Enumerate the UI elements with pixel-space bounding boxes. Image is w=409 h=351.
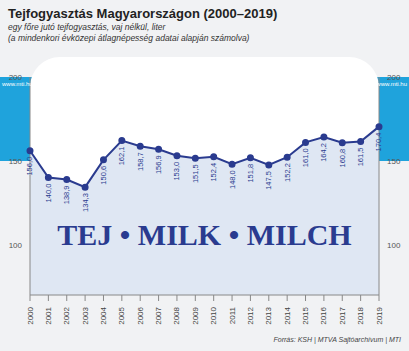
svg-text:156,9: 156,9 — [154, 155, 163, 174]
svg-text:100: 100 — [387, 241, 401, 250]
svg-text:2010: 2010 — [209, 306, 218, 324]
html-text:TEJ • MILK • MILCH: TEJ • MILK • MILCH — [57, 218, 352, 251]
svg-text:140,0: 140,0 — [44, 184, 53, 203]
svg-text:150,6: 150,6 — [99, 166, 108, 185]
svg-text:151,8: 151,8 — [246, 164, 255, 183]
svg-text:134,3: 134,3 — [81, 193, 90, 212]
svg-text:2016: 2016 — [319, 306, 328, 324]
svg-text:170,4: 170,4 — [375, 133, 384, 152]
svg-text:2014: 2014 — [283, 306, 292, 324]
svg-text:2017: 2017 — [338, 306, 347, 324]
svg-text:2008: 2008 — [172, 306, 181, 324]
svg-text:2004: 2004 — [99, 306, 108, 324]
svg-text:153,0: 153,0 — [172, 162, 181, 181]
svg-text:150: 150 — [9, 157, 23, 166]
svg-text:2011: 2011 — [228, 306, 237, 324]
svg-text:2015: 2015 — [301, 306, 310, 324]
svg-text:2018: 2018 — [356, 306, 365, 324]
svg-text:100: 100 — [9, 241, 23, 250]
svg-text:2012: 2012 — [246, 306, 255, 324]
svg-text:2019: 2019 — [375, 306, 384, 324]
svg-text:2013: 2013 — [264, 306, 273, 324]
html-text:www.mti.hu: www.mti.hu — [376, 81, 407, 87]
svg-text:152,4: 152,4 — [209, 163, 218, 182]
svg-text:151,5: 151,5 — [191, 164, 200, 183]
svg-text:2006: 2006 — [136, 306, 145, 324]
html-text:egy főre jutó tejfogyasztás, v: egy főre jutó tejfogyasztás, vaj nélkül,… — [8, 22, 166, 32]
svg-text:200: 200 — [387, 73, 401, 82]
svg-text:2001: 2001 — [44, 306, 53, 324]
svg-text:152,2: 152,2 — [283, 163, 292, 182]
svg-text:200: 200 — [9, 73, 23, 82]
svg-text:2005: 2005 — [117, 306, 126, 324]
svg-text:164,2: 164,2 — [319, 143, 328, 162]
svg-text:147,5: 147,5 — [264, 171, 273, 190]
svg-text:2000: 2000 — [26, 306, 35, 324]
svg-text:161,0: 161,0 — [301, 148, 310, 167]
svg-text:160,8: 160,8 — [338, 149, 347, 168]
svg-text:2002: 2002 — [62, 306, 71, 324]
svg-text:162,1: 162,1 — [117, 147, 126, 166]
svg-text:148,0: 148,0 — [228, 170, 237, 189]
svg-text:2009: 2009 — [191, 306, 200, 324]
svg-text:138,9: 138,9 — [62, 185, 71, 204]
svg-text:156,0: 156,0 — [26, 157, 35, 176]
svg-text:161,5: 161,5 — [356, 148, 365, 167]
svg-text:158,7: 158,7 — [136, 152, 145, 171]
svg-text:2007: 2007 — [154, 306, 163, 324]
html-text:Tejfogyasztás Magyarországon (: Tejfogyasztás Magyarországon (2000–2019) — [8, 6, 278, 21]
svg-text:150: 150 — [387, 157, 401, 166]
html-text:www.mti.hu: www.mti.hu — [2, 81, 33, 87]
html-text:(a mindenkori évközepi átlagné: (a mindenkori évközepi átlagnépesség ada… — [8, 33, 250, 43]
html-text:Forrás: KSH | MTVA Sajtóarchív: Forrás: KSH | MTVA Sajtóarchívum | MTI — [273, 336, 401, 343]
svg-text:2003: 2003 — [81, 306, 90, 324]
